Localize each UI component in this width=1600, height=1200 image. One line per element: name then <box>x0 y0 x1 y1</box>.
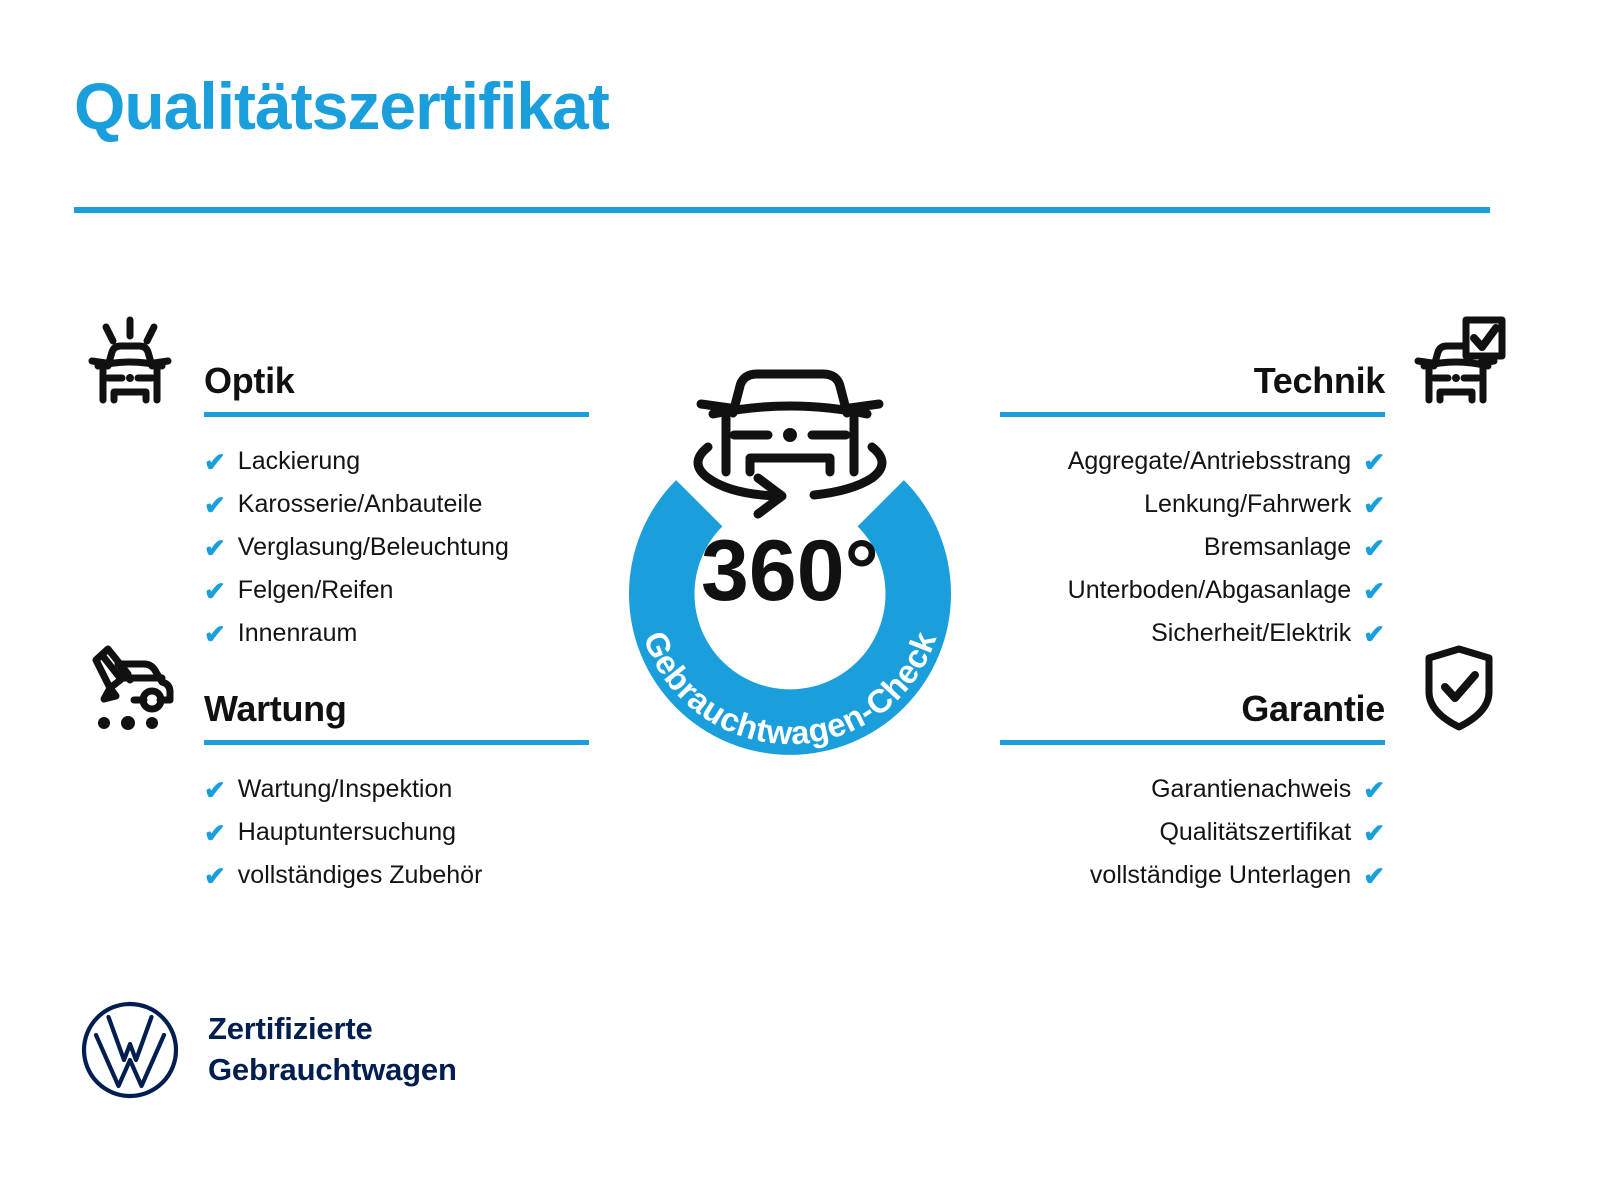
car-checkbox-icon <box>1403 312 1515 408</box>
list-item-label: Lackierung <box>237 447 361 475</box>
check-icon: ✔ <box>204 489 226 520</box>
list-item-label: Lenkung/Fahrwerk <box>1144 490 1352 518</box>
list-item: ✔ Wartung/Inspektion <box>204 771 589 808</box>
section-rule <box>1000 740 1385 745</box>
section-optik: Optik ✔ Lackierung ✔ Karosserie/Anbauteile… <box>74 312 589 658</box>
list-item-label: Innenraum <box>237 619 358 647</box>
title-divider <box>74 207 1490 213</box>
vw-lockup-line1: Zertifizierte <box>208 1011 373 1047</box>
check-icon: ✔ <box>204 446 226 477</box>
check-icon: ✔ <box>1363 532 1385 563</box>
ring-arc <box>629 480 951 755</box>
list-item: ✔ Felgen/Reifen <box>204 572 589 609</box>
section-title: Technik <box>1253 360 1386 401</box>
list-item: vollständige Unterlagen ✔ <box>1000 857 1385 894</box>
list-item: ✔ Karosserie/Anbauteile <box>204 486 589 523</box>
list-item: Lenkung/Fahrwerk ✔ <box>1000 486 1385 523</box>
check-icon: ✔ <box>1363 489 1385 520</box>
check-icon: ✔ <box>1363 575 1385 606</box>
list-item: ✔ Hauptuntersuchung <box>204 814 589 851</box>
check-icon: ✔ <box>1363 817 1385 848</box>
shield-check-icon <box>1403 640 1515 736</box>
list-item-label: Sicherheit/Elektrik <box>1151 619 1352 647</box>
section-header: Technik <box>1000 312 1515 408</box>
car-shine-icon <box>74 312 186 408</box>
vw-lockup-line2: Gebrauchtwagen <box>208 1052 457 1087</box>
badge-center-label: 360° <box>701 523 879 619</box>
section-title: Optik <box>204 360 295 401</box>
list-item-label: Aggregate/Antriebsstrang <box>1067 447 1352 475</box>
list-item-label: Bremsanlage <box>1203 533 1352 561</box>
section-title: Garantie <box>1241 688 1385 729</box>
volkswagen-logo <box>78 998 182 1102</box>
list-item: ✔ vollständiges Zubehör <box>204 857 589 894</box>
checklist-technik: Aggregate/Antriebsstrang ✔ Lenkung/Fahrwe… <box>1000 443 1515 652</box>
list-item: Bremsanlage ✔ <box>1000 529 1385 566</box>
checklist-wartung: ✔ Wartung/Inspektion ✔ Hauptuntersuchung ✔… <box>74 771 589 894</box>
checklist-garantie: Garantienachweis ✔ Qualitätszertifikat ✔ v… <box>1000 771 1515 894</box>
list-item: Sicherheit/Elektrik ✔ <box>1000 615 1385 652</box>
section-rule <box>1000 412 1385 417</box>
list-item: ✔ Innenraum <box>204 615 589 652</box>
section-header: Optik <box>74 312 589 408</box>
list-item-label: vollständige Unterlagen <box>1089 861 1352 889</box>
check-icon: ✔ <box>204 774 226 805</box>
list-item-label: Unterboden/Abgasanlage <box>1067 576 1352 604</box>
section-garantie: Garantie Garantienachweis ✔ Qualitätszert… <box>1000 640 1515 900</box>
check-icon: ✔ <box>204 575 226 606</box>
vw-lockup-text: Zertifizierte Gebrauchtwagen <box>208 1009 457 1091</box>
pencil-car-icon <box>74 640 186 736</box>
list-item-label: Wartung/Inspektion <box>237 775 453 803</box>
check-icon: ✔ <box>1363 446 1385 477</box>
section-title: Wartung <box>204 688 347 729</box>
page-title: Qualitätszertifikat <box>74 69 610 143</box>
list-item-label: Karosserie/Anbauteile <box>237 490 483 518</box>
section-technik: Technik Aggregate/Antriebsstrang ✔ Lenkun… <box>1000 312 1515 658</box>
check-icon: ✔ <box>204 618 226 649</box>
check-icon: ✔ <box>1363 860 1385 891</box>
list-item-label: Garantienachweis <box>1151 775 1352 803</box>
check-icon: ✔ <box>204 860 226 891</box>
list-item-label: Verglasung/Beleuchtung <box>237 533 509 561</box>
list-item: ✔ Verglasung/Beleuchtung <box>204 529 589 566</box>
section-rule <box>204 740 589 745</box>
section-header: Garantie <box>1000 640 1515 736</box>
list-item-label: Felgen/Reifen <box>237 576 394 604</box>
section-wartung: Wartung ✔ Wartung/Inspektion ✔ Hauptunters… <box>74 640 589 900</box>
list-item-label: Hauptuntersuchung <box>237 818 457 846</box>
check-icon: ✔ <box>204 817 226 848</box>
list-item: Aggregate/Antriebsstrang ✔ <box>1000 443 1385 480</box>
check-icon: ✔ <box>1363 618 1385 649</box>
badge-360-gebrauchtwagen-check: 360° Gebrauchtwagen-Check <box>580 300 1000 780</box>
list-item: Unterboden/Abgasanlage ✔ <box>1000 572 1385 609</box>
section-rule <box>204 412 589 417</box>
list-item-label: vollständiges Zubehör <box>237 861 483 889</box>
car-rotation-icon <box>693 369 887 519</box>
list-item: Qualitätszertifikat ✔ <box>1000 814 1385 851</box>
check-icon: ✔ <box>204 532 226 563</box>
section-header: Wartung <box>74 640 589 736</box>
list-item: Garantienachweis ✔ <box>1000 771 1385 808</box>
checklist-optik: ✔ Lackierung ✔ Karosserie/Anbauteile ✔ Verg… <box>74 443 589 652</box>
vw-lockup: Zertifizierte Gebrauchtwagen <box>78 998 457 1102</box>
list-item-label: Qualitätszertifikat <box>1159 818 1352 846</box>
list-item: ✔ Lackierung <box>204 443 589 480</box>
check-icon: ✔ <box>1363 774 1385 805</box>
